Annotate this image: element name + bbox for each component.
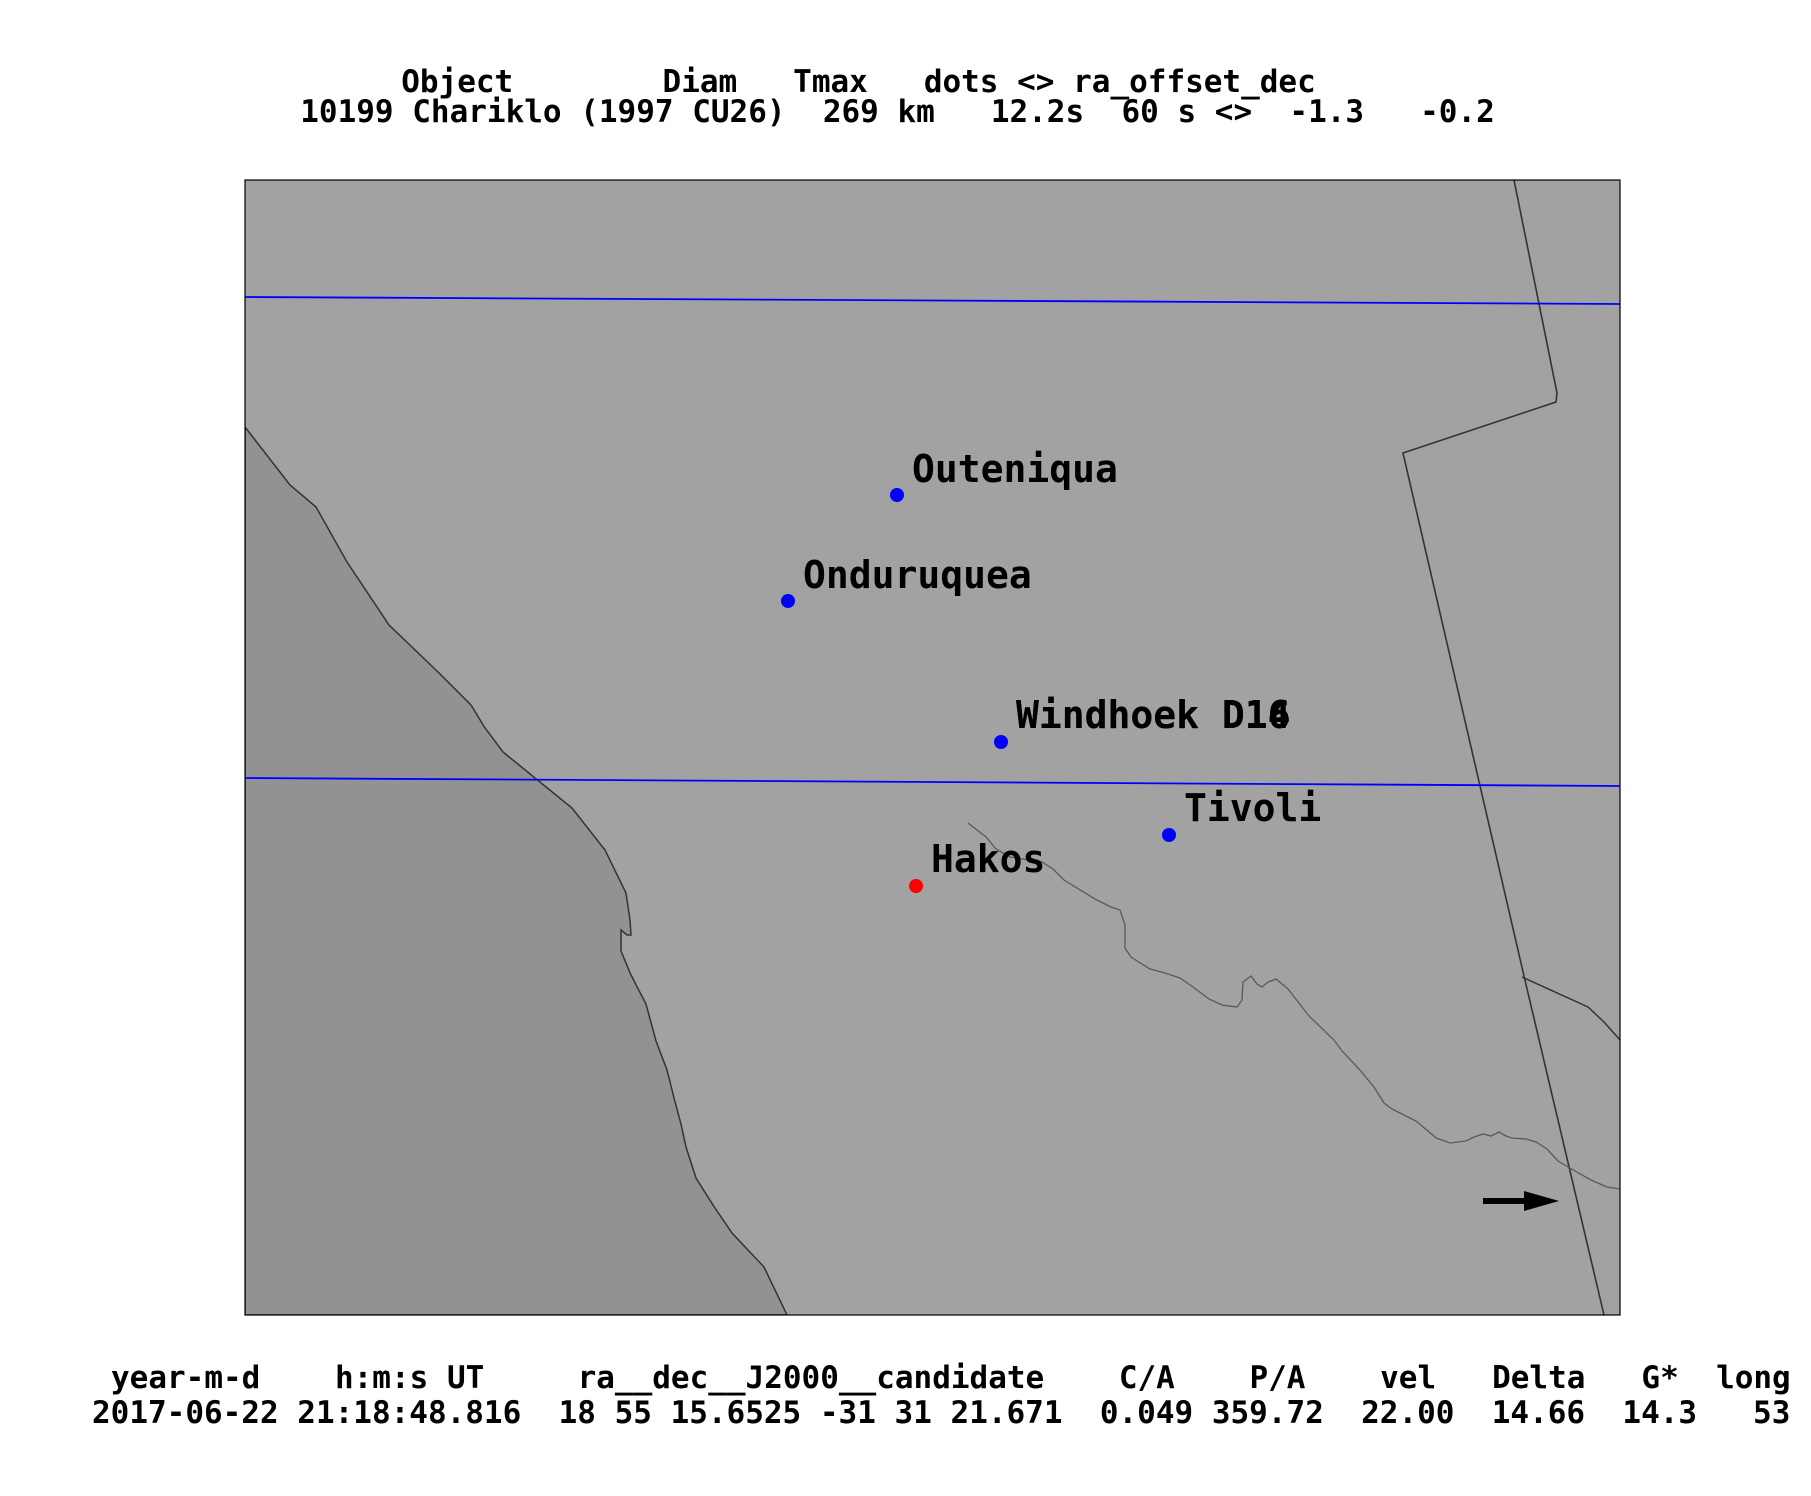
shadow-path-south-limit bbox=[245, 777, 1620, 787]
header-line-1: Object Diam Tmax dots <> ra_offset_dec bbox=[401, 64, 1316, 100]
sea-area bbox=[245, 425, 788, 1315]
site-hakos: Hakos bbox=[909, 837, 1045, 893]
site-tivoli: Tivoli bbox=[1162, 786, 1321, 842]
site-outeniqua: Outeniqua bbox=[890, 447, 1118, 502]
site-label-outeniqua: Outeniqua bbox=[912, 447, 1118, 491]
site-marker-red bbox=[909, 879, 923, 893]
site-label-hakos: Hakos bbox=[931, 837, 1045, 881]
shadow-path-north-limit bbox=[245, 296, 1620, 305]
footer-line-1: year-m-d h:m:s UT ra__dec__J2000__candid… bbox=[111, 1360, 1791, 1396]
right-arrow-icon bbox=[1483, 1191, 1559, 1211]
site-label-windhoek-d14: Windhoek D14 bbox=[1016, 693, 1291, 737]
site-marker-blue bbox=[781, 594, 795, 608]
site-label-windhoek-d16: Windhoek D16 bbox=[1016, 693, 1291, 737]
footer-line-2: 2017-06-22 21:18:48.816 18 55 15.6525 -3… bbox=[92, 1395, 1791, 1431]
site-label-onduruquea: Onduruquea bbox=[803, 553, 1032, 597]
site-onduruquea: Onduruquea bbox=[781, 553, 1032, 608]
map-frame bbox=[244, 179, 1621, 1316]
site-marker-blue bbox=[994, 735, 1008, 749]
site-windhoek: Windhoek D16 Windhoek D14 bbox=[994, 693, 1291, 749]
border-line bbox=[1521, 976, 1620, 1041]
river-line bbox=[967, 822, 1620, 1190]
border-line bbox=[1402, 180, 1605, 1315]
site-label-tivoli: Tivoli bbox=[1184, 786, 1321, 830]
site-marker-blue bbox=[890, 488, 904, 502]
site-marker-blue bbox=[1162, 828, 1176, 842]
header-line-2: 10199 Chariklo (1997 CU26) 269 km 12.2s … bbox=[300, 94, 1495, 130]
